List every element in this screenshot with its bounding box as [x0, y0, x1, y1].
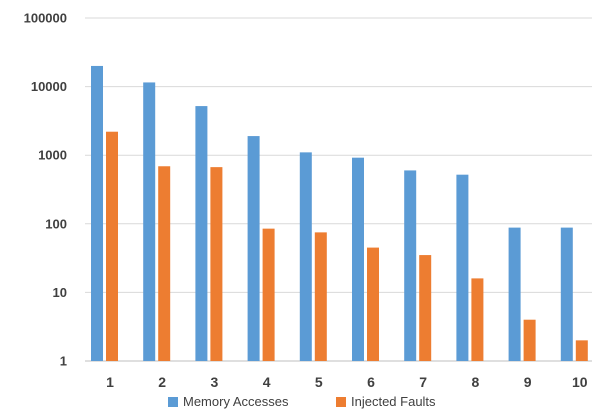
x-tick-label: 10 [572, 374, 588, 390]
bar-memory-accesses [404, 170, 417, 361]
x-tick-label: 1 [106, 374, 114, 390]
bar-injected-faults [523, 319, 536, 361]
y-tick-label: 100000 [24, 11, 67, 26]
bar-injected-faults [314, 232, 327, 361]
y-tick-label: 1 [60, 354, 67, 369]
legend-label-memory-accesses: Memory Accesses [183, 394, 289, 409]
bar-memory-accesses [299, 152, 312, 361]
bar-injected-faults [158, 166, 171, 361]
y-tick-label: 100 [45, 216, 67, 231]
bar-memory-accesses [91, 65, 103, 361]
bar-memory-accesses [508, 227, 521, 361]
legend-swatch-memory-accesses [168, 397, 178, 407]
bar-memory-accesses [247, 136, 260, 361]
y-tick-label: 1000 [38, 148, 67, 163]
x-tick-label: 2 [158, 374, 166, 390]
x-tick-label: 8 [472, 374, 480, 390]
x-tick-label: 9 [524, 374, 532, 390]
bar-injected-faults [210, 167, 223, 361]
legend-swatch-injected-faults [336, 397, 346, 407]
bar-memory-accesses [560, 227, 573, 361]
bar-injected-faults [575, 340, 588, 361]
bar-injected-faults [419, 255, 432, 361]
x-tick-label: 6 [367, 374, 375, 390]
bar-memory-accesses [195, 106, 208, 361]
bar-memory-accesses [456, 174, 469, 361]
legend-label-injected-faults: Injected Faults [351, 394, 436, 409]
bar-injected-faults [367, 247, 379, 361]
x-tick-label: 3 [211, 374, 219, 390]
x-tick-label: 5 [315, 374, 323, 390]
bar-injected-faults [106, 131, 118, 361]
bar-injected-faults [471, 278, 484, 361]
bar-injected-faults [262, 228, 275, 361]
y-tick-label: 10000 [31, 79, 67, 94]
x-tick-label: 4 [263, 374, 271, 390]
bar-memory-accesses [352, 157, 364, 361]
x-tick-label: 7 [419, 374, 427, 390]
y-tick-label: 10 [53, 285, 67, 300]
bar-memory-accesses [143, 82, 156, 361]
